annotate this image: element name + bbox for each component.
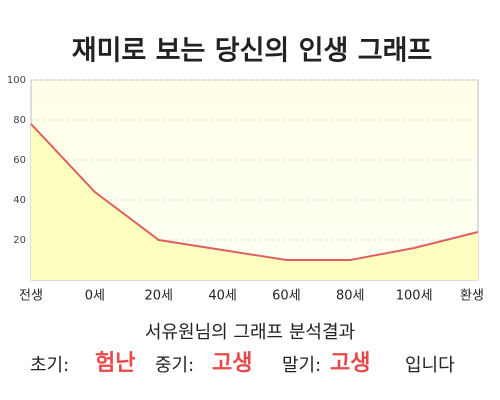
y-tick-label: 100 — [7, 75, 26, 86]
ending: 입니다 — [405, 355, 455, 376]
x-tick-label: 0세 — [85, 289, 105, 304]
y-tick-label: 40 — [13, 195, 26, 206]
x-tick-label: 60세 — [272, 289, 301, 304]
y-tick-label: 80 — [13, 115, 26, 126]
early-label: 초기: — [30, 355, 69, 376]
late-label: 말기: — [282, 355, 321, 376]
late-value: 고생 — [330, 351, 370, 376]
area — [31, 124, 478, 280]
y-tick-label: 20 — [13, 235, 26, 246]
x-tick-label: 80세 — [336, 289, 365, 304]
middle-label: 중기: — [155, 355, 194, 376]
x-tick-label: 환생 — [460, 289, 484, 304]
x-tick-label: 20세 — [144, 289, 173, 304]
y-tick-label: 60 — [13, 155, 26, 166]
result-heading: 서유원님의 그래프 분석결과 — [145, 322, 355, 343]
early-value: 험난 — [95, 350, 135, 376]
x-tick-label: 전생 — [19, 289, 43, 304]
x-tick-label: 40세 — [208, 289, 237, 304]
chart-title: 재미로 보는 당신의 인생 그래프 — [72, 36, 433, 67]
x-tick-label: 100세 — [396, 289, 433, 304]
line — [30, 123, 479, 261]
middle-value: 고생 — [212, 351, 252, 376]
